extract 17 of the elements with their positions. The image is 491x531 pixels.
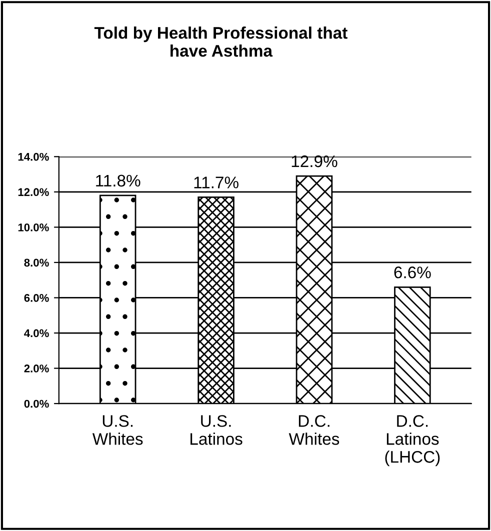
y-tick-label: 4.0%: [24, 329, 49, 338]
x-tick-label: U.S. Whites: [92, 415, 143, 445]
data-label: 6.6%: [394, 266, 431, 278]
y-tick-label: 8.0%: [24, 258, 49, 267]
y-tick-label: 10.0%: [18, 223, 49, 232]
y-tick-label: 0.0%: [24, 400, 49, 408]
y-tick-label: 12.0%: [18, 188, 49, 196]
y-tick-label: 6.0%: [24, 294, 49, 302]
data-label: 11.7%: [194, 176, 238, 188]
y-tick-label: 14.0%: [18, 152, 49, 161]
x-tick-label: D.C. Whites: [288, 415, 340, 445]
chart-title: Told by Health Professional that have Asthma: [94, 26, 348, 57]
y-tick-label: 2.0%: [24, 364, 49, 372]
data-label: 12.9%: [292, 155, 338, 168]
data-label: 11.8%: [96, 174, 140, 187]
x-tick-label: U.S. Latinos: [190, 415, 242, 445]
x-tick-label: D.C. Latinos (LHCC): [385, 415, 440, 466]
